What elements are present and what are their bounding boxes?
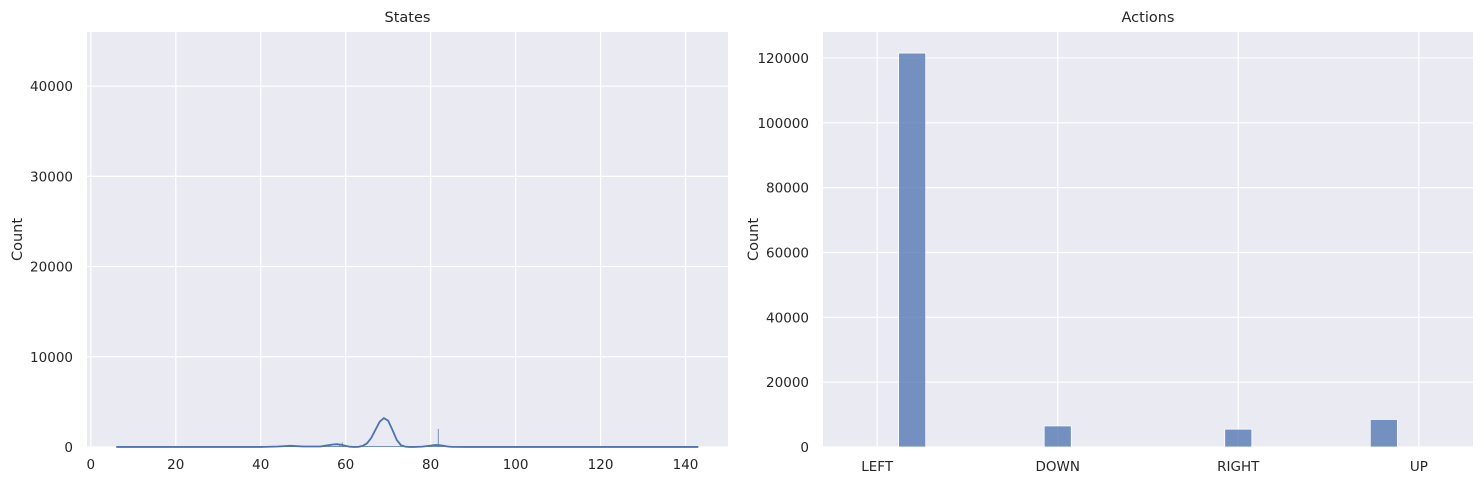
actions-bar-left: [898, 52, 927, 448]
states-x-tick-label: 140: [673, 457, 699, 473]
actions-bar-right: [1224, 428, 1253, 448]
states-y-tick-label: 40000: [30, 79, 73, 95]
actions-x-tick-label: UP: [1410, 459, 1428, 475]
actions-x-tick-label: LEFT: [861, 459, 894, 475]
actions-y-tick-label: 100000: [757, 116, 809, 132]
actions-y-tick-label: 80000: [766, 181, 809, 197]
actions-y-tick-label: 20000: [766, 375, 809, 391]
states-plot-area: [87, 32, 728, 447]
actions-title: Actions: [1122, 10, 1175, 26]
actions-y-tick-label: 0: [800, 440, 809, 456]
actions-x-tick-label: RIGHT: [1217, 459, 1260, 475]
actions-y-tick-label: 40000: [766, 310, 809, 326]
actions-bar-up: [1369, 419, 1398, 448]
states-x-tick-label: 100: [503, 457, 529, 473]
states-title: States: [385, 10, 431, 26]
states-x-tick-label: 0: [87, 457, 96, 473]
states-y-tick-label: 30000: [30, 169, 73, 185]
actions-plot-area: [823, 32, 1473, 447]
actions-chart: 0 20000 40000 60000 80000 100000 120000 LEFT DOW…: [746, 10, 1473, 475]
actions-y-tick-label: 120000: [757, 51, 809, 67]
states-kde-curve: [116, 416, 699, 448]
states-x-tick-label: 40: [252, 457, 269, 473]
actions-y-axis-title: Count: [746, 218, 762, 261]
states-x-tick-label: 80: [422, 457, 439, 473]
actions-y-tick-label: 60000: [766, 245, 809, 261]
states-x-tick-label: 60: [337, 457, 354, 473]
states-y-axis-title: Count: [10, 218, 26, 261]
states-chart: 0 20 40 60 80 100 120 140 0 10000 20000 30000 40000 S…: [10, 10, 728, 473]
states-x-tick-label: 20: [167, 457, 184, 473]
states-x-tick-label: 120: [588, 457, 614, 473]
states-y-tick-label: 0: [64, 440, 73, 456]
actions-bar-down: [1043, 425, 1072, 448]
states-y-tick-label: 10000: [30, 350, 73, 366]
states-y-tick-label: 20000: [30, 260, 73, 276]
actions-x-tick-label: DOWN: [1035, 459, 1079, 475]
